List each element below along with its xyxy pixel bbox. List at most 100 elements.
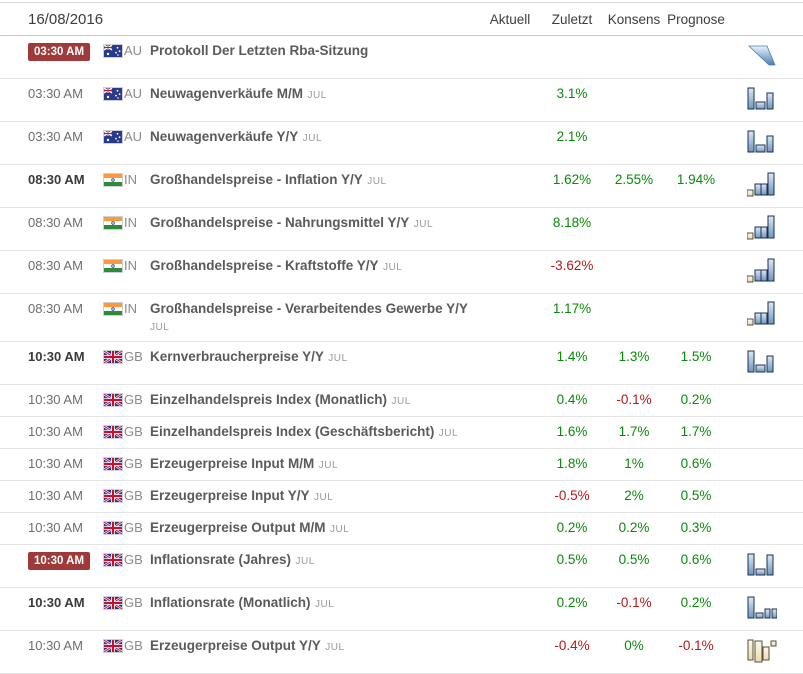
event-name: Inflationsrate (Monatlich) — [150, 595, 311, 610]
event-name-cell[interactable]: Einzelhandelspreis Index (Geschäftsberic… — [150, 423, 479, 442]
value-konsens: 0% — [624, 638, 644, 653]
event-name-cell[interactable]: Erzeugerpreise Output Y/Y JUL — [150, 637, 479, 656]
bars-step-up-icon[interactable] — [747, 301, 777, 330]
event-month: JUL — [307, 90, 327, 101]
time-badge: 03:30 AM — [28, 43, 91, 61]
chart-icon-cell — [727, 42, 777, 73]
event-time-cell: 03:30 AM — [28, 128, 104, 146]
value-konsens: 0.2% — [618, 520, 650, 535]
event-name-cell[interactable]: Inflationsrate (Jahres) JUL — [150, 551, 479, 570]
event-name-cell[interactable]: Einzelhandelspreis Index (Monatlich) JUL — [150, 391, 479, 410]
calendar-row[interactable]: 08:30 AM IN Großhandelspreise - Inflation … — [0, 165, 803, 208]
value-zuletzt: 0.5% — [556, 552, 588, 567]
calendar-row[interactable]: 10:30 AM GB Inflationsrate (Jahres) JUL 0.5… — [0, 545, 803, 588]
event-name-cell[interactable]: Erzeugerpreise Input M/M JUL — [150, 455, 479, 474]
flag-in-icon — [104, 217, 122, 229]
calendar-row[interactable]: 10:30 AM GB Erzeugerpreise Output M/M JUL 0… — [0, 513, 803, 545]
calendar-row[interactable]: 03:30 AM AU Neuwagenverkäufe M/M JUL 3.1% — [0, 79, 803, 122]
value-prognose: 0.5% — [680, 488, 712, 503]
event-name-cell[interactable]: Neuwagenverkäufe Y/Y JUL — [150, 128, 479, 147]
bars-step-up-icon[interactable] — [747, 215, 777, 244]
event-time: 08:30 AM — [28, 215, 83, 230]
country-code: GB — [124, 424, 143, 439]
flag-cell — [103, 637, 124, 657]
value-zuletzt: 0.4% — [556, 392, 588, 407]
event-name-cell[interactable]: Kernverbraucherpreise Y/Y JUL — [150, 348, 479, 367]
flag-cell — [103, 348, 124, 368]
calendar-row[interactable]: 10:30 AM GB Kernverbraucherpreise Y/Y JUL 1… — [0, 342, 803, 385]
country-code: GB — [124, 520, 143, 535]
flag-cell — [103, 128, 124, 148]
report-icon[interactable] — [747, 45, 777, 72]
event-time-cell: 10:30 AM — [28, 487, 104, 505]
flag-cell — [104, 171, 124, 191]
event-name-cell[interactable]: Neuwagenverkäufe M/M JUL — [150, 85, 479, 104]
event-name-cell[interactable]: Großhandelspreise - Kraftstoffe Y/Y JUL — [150, 257, 479, 276]
country-code: GB — [124, 488, 143, 503]
calendar-row[interactable]: 08:30 AM IN Großhandelspreise - Kraftstoff… — [0, 251, 803, 294]
value-prognose: 0.2% — [680, 595, 712, 610]
country-code: GB — [124, 349, 143, 364]
event-name-cell[interactable]: Protokoll Der Letzten Rba-Sitzung — [150, 42, 479, 59]
event-name-cell[interactable]: Großhandelspreise - Verarbeitendes Gewer… — [150, 300, 479, 336]
event-name-cell[interactable]: Inflationsrate (Monatlich) JUL — [150, 594, 479, 613]
value-prognose: 0.2% — [680, 392, 712, 407]
bars-outline-down-icon[interactable] — [747, 639, 777, 667]
chart-icon-cell — [727, 551, 777, 582]
event-time: 10:30 AM — [28, 595, 85, 610]
value-konsens: -0.1% — [616, 595, 652, 610]
chart-icon-cell — [727, 257, 777, 288]
event-time-cell: 10:30 AM — [28, 423, 104, 441]
event-name: Großhandelspreise - Nahrungsmittel Y/Y — [150, 215, 410, 230]
flag-gb-icon — [103, 639, 123, 653]
country-code: GB — [124, 638, 143, 653]
bars-tall-low-med-icon[interactable] — [747, 87, 777, 115]
calendar-row[interactable]: 10:30 AM GB Erzeugerpreise Input M/M JUL 1.… — [0, 449, 803, 481]
value-konsens: 0.5% — [618, 552, 650, 567]
value-zuletzt: 8.18% — [552, 215, 592, 230]
bars-tall-low-small-icon[interactable] — [747, 596, 777, 624]
flag-gb-icon — [103, 553, 123, 567]
value-prognose: 1.7% — [680, 424, 712, 439]
event-time-cell: 03:30 AM — [28, 85, 104, 103]
flag-gb-icon — [103, 457, 123, 471]
flag-au-icon — [103, 130, 122, 143]
event-name-cell[interactable]: Großhandelspreise - Inflation Y/Y JUL — [150, 171, 479, 190]
event-month: JUL — [302, 133, 323, 144]
calendar-row[interactable]: 10:30 AM GB Erzeugerpreise Input Y/Y JUL -0… — [0, 481, 803, 513]
country-code: AU — [124, 43, 143, 58]
bars-tall-low-med-icon[interactable] — [747, 130, 777, 158]
calendar-row[interactable]: 10:30 AM GB Einzelhandelspreis Index (Mona… — [0, 385, 803, 417]
calendar-row[interactable]: 03:30 AM AU Protokoll Der Letzten Rba-Sitz… — [0, 36, 803, 79]
bars-tall-low-tall-icon[interactable] — [747, 553, 777, 581]
country-code: AU — [124, 86, 143, 101]
event-name: Neuwagenverkäufe Y/Y — [150, 129, 299, 144]
bars-tall-low-med-icon[interactable] — [747, 350, 777, 378]
value-zuletzt: 2.1% — [556, 129, 588, 144]
value-zuletzt: 1.6% — [556, 424, 588, 439]
event-name: Erzeugerpreise Output M/M — [150, 520, 326, 535]
chart-icon-cell — [727, 594, 777, 625]
bars-step-up-icon[interactable] — [747, 172, 777, 201]
bars-step-up-icon[interactable] — [747, 258, 777, 287]
event-name-cell[interactable]: Erzeugerpreise Output M/M JUL — [150, 519, 479, 538]
event-month: JUL — [314, 492, 334, 503]
event-time: 10:30 AM — [28, 349, 85, 364]
event-time-cell: 10:30 AM — [28, 594, 104, 612]
value-zuletzt: 1.17% — [552, 301, 592, 316]
calendar-row[interactable]: 08:30 AM IN Großhandelspreise - Verarbeite… — [0, 294, 803, 342]
value-konsens: 2.55% — [614, 172, 654, 187]
calendar-row[interactable]: 08:30 AM IN Großhandelspreise - Nahrungsmi… — [0, 208, 803, 251]
event-name-cell[interactable]: Erzeugerpreise Input Y/Y JUL — [150, 487, 479, 506]
event-time-cell: 10:30 AM — [28, 551, 104, 570]
calendar-rows: 03:30 AM AU Protokoll Der Letzten Rba-Sitz… — [0, 36, 803, 674]
calendar-row[interactable]: 10:30 AM GB Inflationsrate (Monatlich) JUL… — [0, 588, 803, 631]
event-month: JUL — [295, 556, 315, 567]
value-prognose: 1.94% — [676, 172, 716, 187]
event-month: JUL — [391, 396, 411, 407]
event-name-cell[interactable]: Großhandelspreise - Nahrungsmittel Y/Y J… — [150, 214, 479, 233]
chart-icon-cell — [727, 128, 777, 159]
calendar-row[interactable]: 03:30 AM AU Neuwagenverkäufe Y/Y JUL 2.1% — [0, 122, 803, 165]
calendar-row[interactable]: 10:30 AM GB Einzelhandelspreis Index (Gesc… — [0, 417, 803, 449]
calendar-row[interactable]: 10:30 AM GB Erzeugerpreise Output Y/Y JUL -… — [0, 631, 803, 674]
